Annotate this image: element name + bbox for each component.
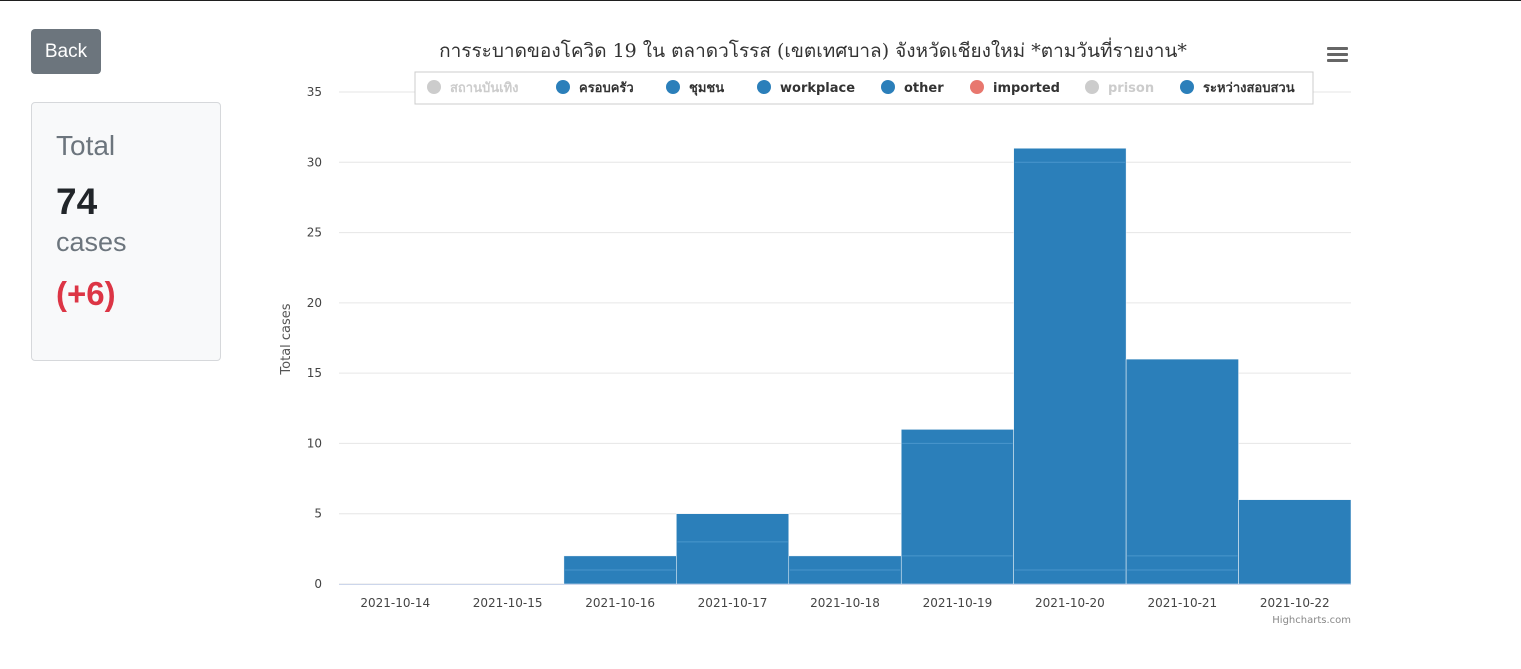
legend: สถานบันเทิง ครอบครัว ชุมชน workplace other im…: [414, 71, 1314, 105]
total-cases-card: Total 74 cases (+6): [31, 102, 221, 361]
total-unit: cases: [56, 227, 127, 257]
legend-item[interactable]: prison: [1085, 80, 1154, 96]
x-tick-label: 2021-10-18: [810, 596, 880, 610]
legend-symbol: [881, 80, 895, 94]
legend-item[interactable]: ชุมชน: [666, 80, 724, 96]
legend-symbol: [1180, 80, 1194, 94]
legend-symbol: [970, 80, 984, 94]
total-heading: Total: [56, 130, 116, 161]
legend-label: other: [904, 81, 944, 96]
y-tick-label: 30: [307, 155, 322, 169]
legend-label: prison: [1108, 81, 1154, 96]
legend-item[interactable]: สถานบันเทิง: [427, 80, 519, 96]
legend-label: imported: [993, 81, 1060, 96]
y-tick-label: 10: [307, 436, 322, 450]
legend-symbol: [1085, 80, 1099, 94]
legend-item[interactable]: other: [881, 80, 944, 96]
x-tick-label: 2021-10-15: [473, 596, 543, 610]
x-tick-label: 2021-10-19: [923, 596, 993, 610]
legend-symbol: [556, 80, 570, 94]
axes: 0 5 10 15 20 25 30 35 2021-10-14 2021-10-15 2021-1…: [307, 85, 1351, 610]
bar-2021-10-17: [676, 513, 790, 585]
legend-label: workplace: [780, 81, 855, 96]
bar-2021-10-20: [1013, 147, 1127, 585]
y-tick-label: 35: [307, 85, 322, 99]
legend-item[interactable]: ระหว่างสอบสวน: [1180, 80, 1295, 96]
y-tick-label: 20: [307, 296, 322, 310]
bar-series: [563, 147, 1352, 585]
legend-symbol: [757, 80, 771, 94]
legend-symbol: [666, 80, 680, 94]
x-tick-label: 2021-10-21: [1147, 596, 1217, 610]
hamburger-menu-icon[interactable]: [1322, 40, 1352, 68]
x-tick-label: 2021-10-17: [698, 596, 768, 610]
x-tick-label: 2021-10-14: [360, 596, 430, 610]
bar-2021-10-19: [900, 429, 1014, 585]
y-tick-label: 15: [307, 366, 322, 380]
y-tick-label: 5: [314, 507, 322, 521]
legend-symbol: [427, 80, 441, 94]
bar-2021-10-22: [1238, 499, 1352, 585]
top-border: [0, 0, 1521, 1]
legend-label: ครอบครัว: [579, 81, 634, 96]
highcharts-credits[interactable]: Highcharts.com: [1272, 615, 1351, 626]
bar-2021-10-21: [1125, 358, 1239, 585]
legend-label: สถานบันเทิง: [450, 81, 519, 96]
legend-item[interactable]: imported: [970, 80, 1060, 96]
x-tick-label: 2021-10-20: [1035, 596, 1105, 610]
y-tick-label: 25: [307, 226, 322, 240]
legend-label: ชุมชน: [689, 81, 724, 96]
legend-label: ระหว่างสอบสวน: [1203, 81, 1295, 96]
total-count: 74: [56, 181, 98, 222]
y-tick-label: 0: [314, 577, 322, 591]
x-tick-label: 2021-10-16: [585, 596, 655, 610]
chart-title: การระบาดของโควิด 19 ใน ตลาดวโรรส (เขตเทศ…: [439, 37, 1187, 62]
back-button[interactable]: Back: [31, 29, 101, 74]
legend-item[interactable]: ครอบครัว: [556, 80, 634, 96]
x-tick-label: 2021-10-22: [1260, 596, 1330, 610]
legend-item[interactable]: workplace: [757, 80, 855, 96]
total-delta: (+6): [56, 275, 116, 312]
y-axis-title: Total cases: [279, 303, 294, 375]
